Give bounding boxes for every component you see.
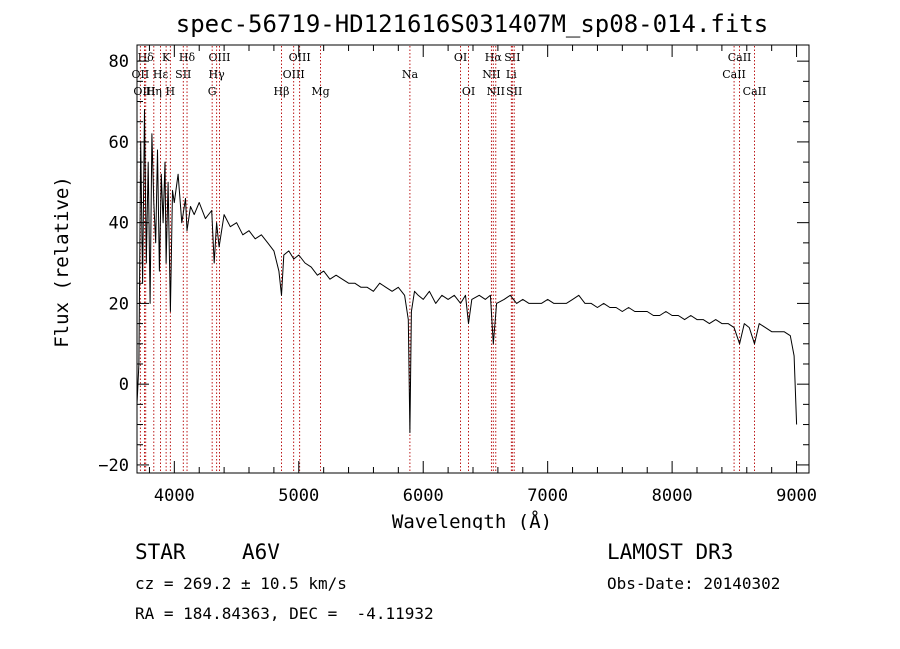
- spectral-line-label-26: SII: [506, 85, 522, 98]
- survey-name: LAMOST DR3: [607, 540, 734, 564]
- spectral-line-label-1: K: [162, 51, 171, 64]
- plot-frame: [136, 44, 810, 474]
- chart-title: spec-56719-HD121616S031407M_sp08-014.fit…: [176, 10, 768, 38]
- spectrum-chart: spec-56719-HD121616S031407M_sp08-014.fit…: [51, 10, 817, 530]
- spectral-line-label-12: Hγ: [209, 68, 226, 81]
- y-tick-label-2: 20: [109, 294, 129, 314]
- spectral-line-label-20: H: [166, 85, 176, 98]
- spectral-line-label-11: SII: [175, 68, 191, 81]
- spectral-line-label-13: OIII: [283, 68, 305, 81]
- series-layer: [136, 109, 798, 434]
- y-tick-label-4: 60: [109, 133, 129, 153]
- spectral-line-label-21: G: [208, 85, 217, 98]
- y-tick-label-5: 80: [109, 52, 129, 72]
- x-axis-label: Wavelength (Å): [392, 510, 552, 530]
- spectral-line-label-8: CaII: [728, 51, 752, 64]
- spectral-line-label-9: OII: [132, 68, 150, 81]
- spectral-line-label-25: NII: [487, 85, 505, 98]
- x-tick-label-0: 4000: [154, 486, 195, 506]
- spectral-line-label-6: Hα: [485, 51, 503, 64]
- spectral-line-label-10: Hε: [153, 68, 169, 81]
- spectral-line-label-7: SII: [504, 51, 520, 64]
- spectral-line-label-4: OIII: [289, 51, 311, 64]
- spectral-line-label-18: OIII: [133, 85, 155, 98]
- x-tick-label-5: 9000: [776, 486, 817, 506]
- spectral-line-label-17: CaII: [722, 68, 746, 81]
- y-tick-label-3: 40: [109, 214, 129, 234]
- x-tick-label-2: 6000: [403, 486, 444, 506]
- spectral-line-label-14: Na: [402, 68, 419, 81]
- spectral-line-label-15: NII: [482, 68, 500, 81]
- y-tick-label-1: 0: [119, 375, 129, 395]
- x-tick-label-4: 8000: [652, 486, 693, 506]
- spectral-line-label-5: OI: [454, 51, 467, 64]
- spectral-line-label-23: Mg: [311, 85, 329, 98]
- spectral-line-label-19: Hη: [146, 85, 162, 98]
- y-tick-label-0: −20: [98, 456, 129, 476]
- spectral-line-label-24: OI: [462, 85, 475, 98]
- spectral-line-label-3: OIII: [208, 51, 230, 64]
- object-type: STAR: [135, 540, 186, 564]
- ticks-layer: 4000 5000 6000 7000 8000 9000 −20 0 20 40 60 80: [98, 45, 817, 506]
- spectral-class: A6V: [242, 540, 280, 564]
- spectral-line-label-16: Li: [506, 68, 517, 81]
- obs-date: Obs-Date: 20140302: [607, 574, 781, 593]
- redshift-value: cz = 269.2 ± 10.5 km/s: [135, 574, 347, 593]
- spectral-line-label-22: Hβ: [274, 85, 290, 98]
- x-tick-label-3: 7000: [527, 486, 568, 506]
- spectrum-series-line: [136, 109, 798, 434]
- spectral-line-label-2: Hδ: [179, 51, 196, 64]
- coordinates: RA = 184.84363, DEC = -4.11932: [135, 604, 434, 623]
- x-tick-label-1: 5000: [278, 486, 319, 506]
- spectral-line-label-27: CaII: [743, 85, 767, 98]
- y-axis-label: Flux (relative): [51, 176, 73, 348]
